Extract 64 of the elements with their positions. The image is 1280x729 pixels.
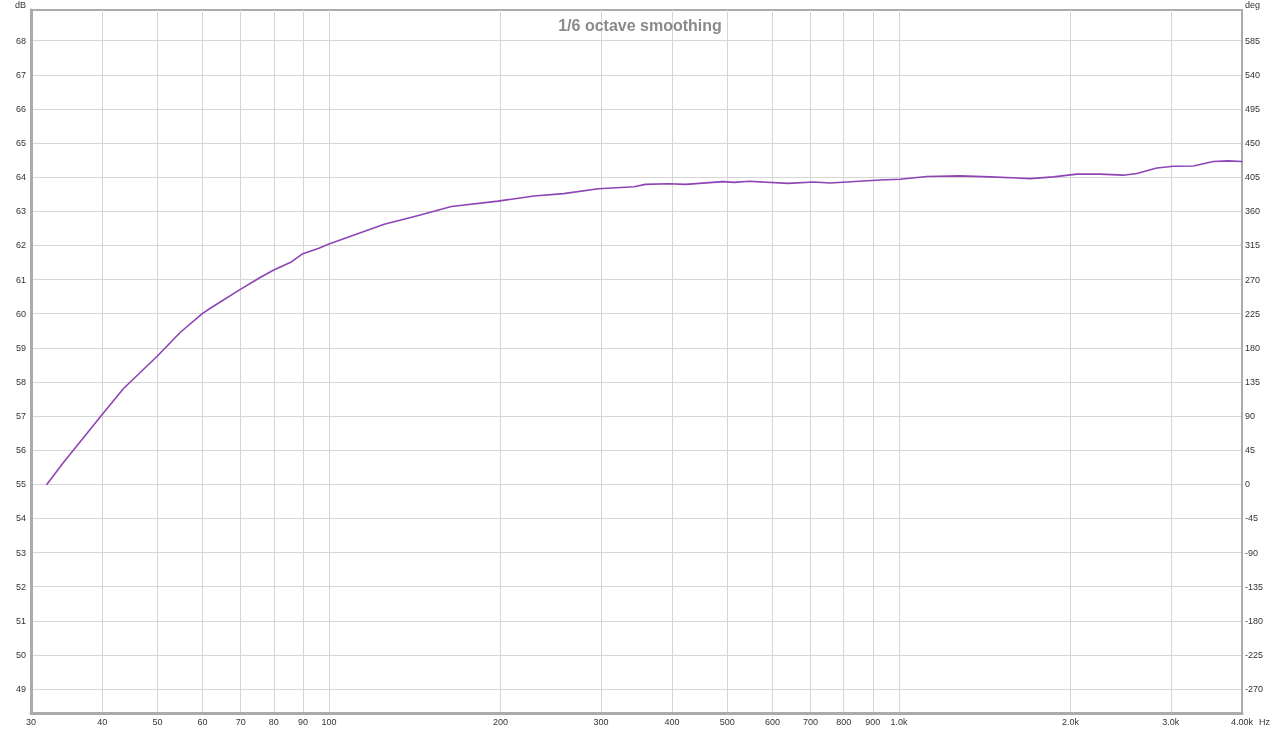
y-tick-label: 49	[15, 684, 26, 695]
x-tick-label: 90	[297, 716, 308, 727]
x-tick-label: 500	[719, 716, 735, 727]
y-tick-label: 67	[15, 69, 26, 80]
y2-tick-label: 180	[1245, 342, 1261, 353]
x-tick-label: 40	[97, 716, 108, 727]
y-tick-label: 64	[15, 172, 26, 183]
y2-tick-label: 540	[1245, 69, 1261, 80]
x-tick-label: 3.0k	[1162, 716, 1180, 727]
y2-tick-label: 45	[1245, 445, 1256, 456]
y2-tick-label: 495	[1245, 103, 1261, 114]
y-tick-label: 68	[15, 35, 26, 46]
x-tick-label: 60	[197, 716, 208, 727]
y2-tick-label: -225	[1245, 649, 1264, 660]
x-tick-label: 50	[152, 716, 163, 727]
y-tick-label: 60	[15, 308, 26, 319]
y-tick-label: 65	[15, 138, 26, 149]
y2-tick-label: 450	[1245, 138, 1261, 149]
x-tick-label: 800	[836, 716, 852, 727]
y2-tick-label: 585	[1245, 35, 1261, 46]
y-tick-label: 54	[15, 513, 26, 524]
y-tick-label: 52	[15, 581, 26, 592]
y2-tick-label: 270	[1245, 274, 1261, 285]
y2-tick-label: 360	[1245, 206, 1261, 217]
x-tick-label: 1.0k	[890, 716, 908, 727]
x-tick-label: 900	[865, 716, 881, 727]
x-tick-label: 700	[803, 716, 819, 727]
y2-tick-label: 405	[1245, 172, 1261, 183]
y2-tick-label: 90	[1245, 411, 1256, 422]
y-tick-label: 50	[15, 649, 26, 660]
y2-tick-label: -135	[1245, 581, 1264, 592]
x-tick-label: 400	[664, 716, 680, 727]
x-tick-label: 70	[235, 716, 246, 727]
y-tick-label: 53	[15, 547, 26, 558]
y2-tick-label: 135	[1245, 376, 1261, 387]
y2-tick-label: 0	[1245, 479, 1251, 490]
y2-tick-label: 225	[1245, 308, 1261, 319]
x-tick-label: 100	[321, 716, 337, 727]
y-tick-label: 56	[15, 445, 26, 456]
x-tick-label: 600	[764, 716, 780, 727]
y-tick-label: 61	[15, 274, 26, 285]
x-tick-label: 300	[593, 716, 609, 727]
y2-tick-label: -90	[1245, 547, 1259, 558]
y-axis-title: dB	[14, 0, 26, 10]
x-axis-title: Hz	[1258, 716, 1271, 727]
x-tick-label: 2.0k	[1061, 716, 1080, 727]
y2-tick-label: -45	[1245, 513, 1259, 524]
x-tick-label: 80	[268, 716, 279, 727]
x-tick-label: 4.00k	[1230, 716, 1254, 727]
y-tick-label: 66	[15, 103, 26, 114]
y-tick-label: 55	[15, 479, 26, 490]
y-tick-label: 51	[15, 615, 26, 626]
y-tick-label: 62	[15, 240, 26, 251]
y2-axis-title: deg	[1245, 0, 1261, 10]
y2-tick-label: 315	[1245, 240, 1261, 251]
y-tick-label: 57	[15, 411, 26, 422]
y-tick-label: 58	[15, 376, 26, 387]
chart-title: 1/6 octave smoothing	[558, 16, 722, 34]
y2-tick-label: -270	[1245, 684, 1264, 695]
x-tick-label: 200	[493, 716, 509, 727]
y-tick-label: 59	[15, 342, 26, 353]
x-tick-label: 30	[25, 716, 37, 727]
y2-tick-label: -180	[1245, 615, 1264, 626]
y-tick-label: 63	[15, 206, 26, 217]
